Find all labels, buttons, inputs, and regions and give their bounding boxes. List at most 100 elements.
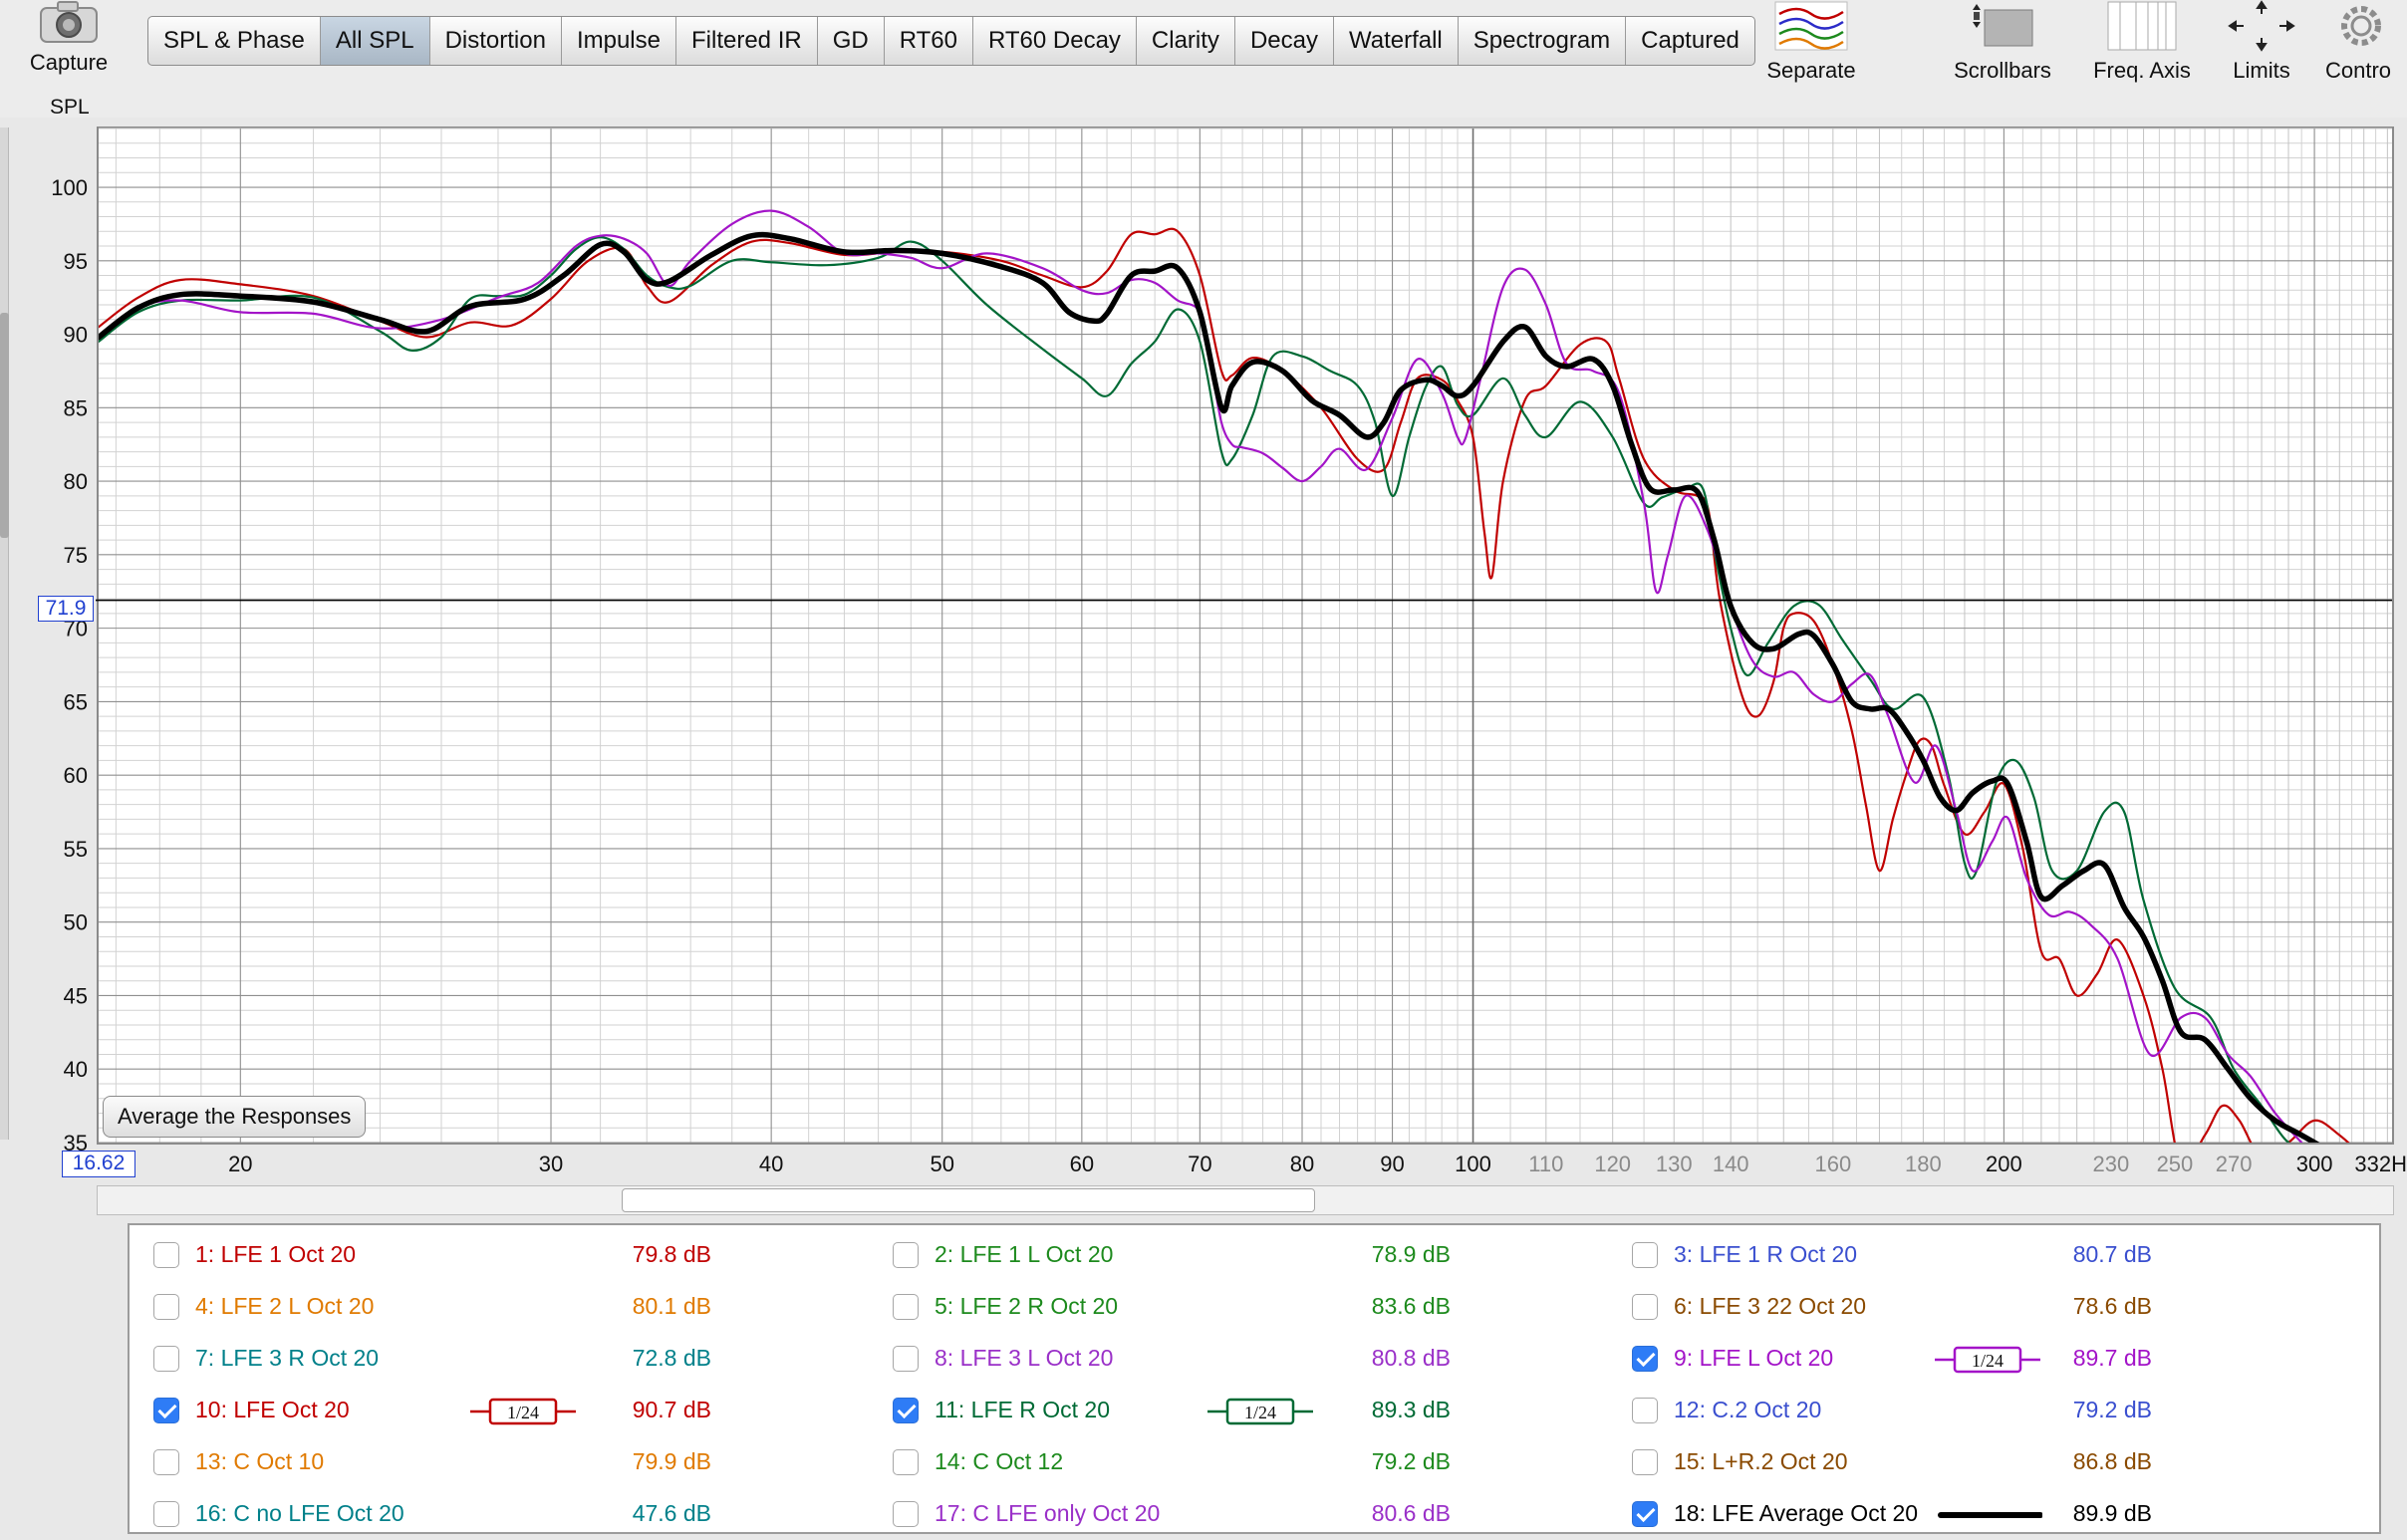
x-tick-label: 270 xyxy=(2216,1152,2253,1176)
y-tick-label: 95 xyxy=(64,249,88,274)
measurement-checkbox[interactable] xyxy=(893,1449,919,1475)
measurement-name: 16: C no LFE Oct 20 xyxy=(195,1500,404,1526)
freq-axis-button[interactable]: Freq. Axis xyxy=(2082,0,2202,84)
legend-item[interactable]: 11: LFE R Oct 20 1/24 89.3 dB xyxy=(877,1385,1542,1436)
y-tick-label: 60 xyxy=(64,763,88,788)
separate-button[interactable]: Separate xyxy=(1761,0,1861,84)
legend-row: 10: LFE Oct 20 1/24 90.7 dB 11: LFE R Oct 2… xyxy=(130,1385,2383,1436)
tab-waterfall[interactable]: Waterfall xyxy=(1334,17,1459,65)
average-responses-button[interactable]: Average the Responses xyxy=(103,1096,367,1138)
legend-item[interactable]: 9: LFE L Oct 20 1/24 89.7 dB xyxy=(1616,1333,2281,1385)
measurement-level: 80.6 dB xyxy=(1371,1500,1451,1526)
vertical-scrollbar-thumb[interactable] xyxy=(0,313,9,538)
tab-decay[interactable]: Decay xyxy=(1235,17,1334,65)
legend-item[interactable]: 13: C Oct 10 79.9 dB xyxy=(137,1436,803,1488)
tab-spectrogram[interactable]: Spectrogram xyxy=(1459,17,1627,65)
measurement-checkbox[interactable] xyxy=(153,1501,179,1527)
tab-rt60-decay[interactable]: RT60 Decay xyxy=(973,17,1137,65)
measurement-name: 3: LFE 1 R Oct 20 xyxy=(1674,1241,1858,1267)
tab-rt60[interactable]: RT60 xyxy=(885,17,973,65)
measurement-legend: 1: LFE 1 Oct 20 79.8 dB 2: LFE 1 L Oct 20 7… xyxy=(128,1223,2381,1534)
tab-distortion[interactable]: Distortion xyxy=(430,17,562,65)
controls-button[interactable]: Contro xyxy=(2325,0,2407,84)
measurement-checkbox[interactable] xyxy=(153,1449,179,1475)
tab-gd[interactable]: GD xyxy=(818,17,885,65)
tab-clarity[interactable]: Clarity xyxy=(1137,17,1235,65)
legend-item[interactable]: 15: L+R.2 Oct 20 86.8 dB xyxy=(1616,1436,2281,1488)
measurement-checkbox[interactable] xyxy=(1632,1242,1658,1268)
measurement-name: 14: C Oct 12 xyxy=(935,1448,1064,1474)
measurement-checkbox[interactable] xyxy=(893,1242,919,1268)
measurement-checkbox[interactable] xyxy=(893,1294,919,1320)
scrollbars-label: Scrollbars xyxy=(1954,58,2051,83)
y-tick-label: 40 xyxy=(64,1057,88,1082)
legend-item[interactable]: 2: LFE 1 L Oct 20 78.9 dB xyxy=(877,1229,1542,1281)
x-tick-label: 110 xyxy=(1528,1152,1563,1176)
measurement-checkbox[interactable] xyxy=(153,1346,179,1372)
legend-row: 7: LFE 3 R Oct 20 72.8 dB 8: LFE 3 L Oct 2… xyxy=(130,1333,2383,1385)
measurement-checkbox[interactable] xyxy=(1632,1501,1658,1527)
legend-item[interactable]: 18: LFE Average Oct 20 89.9 dB xyxy=(1616,1488,2281,1540)
line-style-swatch[interactable] xyxy=(1933,1501,2042,1529)
freq-axis-label: Freq. Axis xyxy=(2093,58,2191,83)
vertical-scrollbar[interactable] xyxy=(0,128,9,1140)
legend-item[interactable]: 5: LFE 2 R Oct 20 83.6 dB xyxy=(877,1281,1542,1333)
limits-button[interactable]: Limits xyxy=(2212,0,2311,84)
y-axis-title: SPL xyxy=(50,96,90,119)
measurement-level: 86.8 dB xyxy=(2072,1448,2152,1474)
legend-row: 4: LFE 2 L Oct 20 80.1 dB 5: LFE 2 R Oct 2… xyxy=(130,1281,2383,1333)
legend-item[interactable]: 14: C Oct 12 79.2 dB xyxy=(877,1436,1542,1488)
legend-item[interactable]: 1: LFE 1 Oct 20 79.8 dB xyxy=(137,1229,803,1281)
measurement-name: 8: LFE 3 L Oct 20 xyxy=(935,1345,1114,1371)
x-tick-label: 90 xyxy=(1380,1152,1404,1176)
tab-spl-phase[interactable]: SPL & Phase xyxy=(148,17,321,65)
measurement-level: 72.8 dB xyxy=(632,1345,711,1371)
measurement-name: 12: C.2 Oct 20 xyxy=(1674,1397,1822,1422)
x-tick-label: 20 xyxy=(228,1152,252,1176)
measurement-checkbox[interactable] xyxy=(1632,1449,1658,1475)
legend-item[interactable]: 7: LFE 3 R Oct 20 72.8 dB xyxy=(137,1333,803,1385)
smoothing-value: 1/24 xyxy=(507,1403,539,1422)
measurement-checkbox[interactable] xyxy=(893,1398,919,1423)
measurement-name: 11: LFE R Oct 20 xyxy=(935,1397,1110,1422)
scrollbars-icon xyxy=(1973,4,2033,47)
measurement-checkbox[interactable] xyxy=(1632,1346,1658,1372)
horizontal-scrollbar[interactable] xyxy=(97,1185,2394,1215)
y-tick-label: 90 xyxy=(64,323,88,348)
measurement-checkbox[interactable] xyxy=(1632,1294,1658,1320)
smoothing-badge[interactable]: 1/24 xyxy=(1933,1346,2042,1374)
tab-filtered-ir[interactable]: Filtered IR xyxy=(676,17,818,65)
horizontal-scrollbar-thumb[interactable] xyxy=(622,1188,1315,1212)
legend-item[interactable]: 8: LFE 3 L Oct 20 80.8 dB xyxy=(877,1333,1542,1385)
smoothing-badge[interactable]: 1/24 xyxy=(1205,1398,1315,1425)
measurement-checkbox[interactable] xyxy=(153,1398,179,1423)
legend-item[interactable]: 3: LFE 1 R Oct 20 80.7 dB xyxy=(1616,1229,2281,1281)
x-axis-min-value[interactable]: 16.62 xyxy=(62,1151,135,1177)
separate-icon xyxy=(1774,1,1848,51)
separate-label: Separate xyxy=(1766,58,1856,83)
tab-impulse[interactable]: Impulse xyxy=(562,17,676,65)
legend-item[interactable]: 10: LFE Oct 20 1/24 90.7 dB xyxy=(137,1385,803,1436)
y-tick-label: 65 xyxy=(64,689,88,714)
tab-captured[interactable]: Captured xyxy=(1641,27,1739,54)
legend-item[interactable]: 16: C no LFE Oct 20 47.6 dB xyxy=(137,1488,803,1540)
capture-button[interactable]: Capture xyxy=(14,0,124,76)
legend-item[interactable]: 4: LFE 2 L Oct 20 80.1 dB xyxy=(137,1281,803,1333)
measurement-checkbox[interactable] xyxy=(153,1242,179,1268)
legend-item[interactable]: 6: LFE 3 22 Oct 20 78.6 dB xyxy=(1616,1281,2281,1333)
measurement-checkbox[interactable] xyxy=(893,1501,919,1527)
tab-all-spl[interactable]: All SPL xyxy=(320,17,430,65)
scrollbars-button[interactable]: Scrollbars xyxy=(1943,0,2062,84)
smoothing-badge[interactable]: 1/24 xyxy=(468,1398,578,1425)
legend-item[interactable]: 12: C.2 Oct 20 79.2 dB xyxy=(1616,1385,2281,1436)
measurement-name: 1: LFE 1 Oct 20 xyxy=(195,1241,357,1267)
measurement-name: 13: C Oct 10 xyxy=(195,1448,325,1474)
measurement-checkbox[interactable] xyxy=(1632,1398,1658,1423)
measurement-name: 6: LFE 3 22 Oct 20 xyxy=(1674,1293,1867,1319)
measurement-checkbox[interactable] xyxy=(893,1346,919,1372)
smoothing-value: 1/24 xyxy=(1244,1403,1276,1422)
measurement-checkbox[interactable] xyxy=(153,1294,179,1320)
cursor-spl-value[interactable]: 71.9 xyxy=(38,596,94,622)
legend-item[interactable]: 17: C LFE only Oct 20 80.6 dB xyxy=(877,1488,1542,1540)
